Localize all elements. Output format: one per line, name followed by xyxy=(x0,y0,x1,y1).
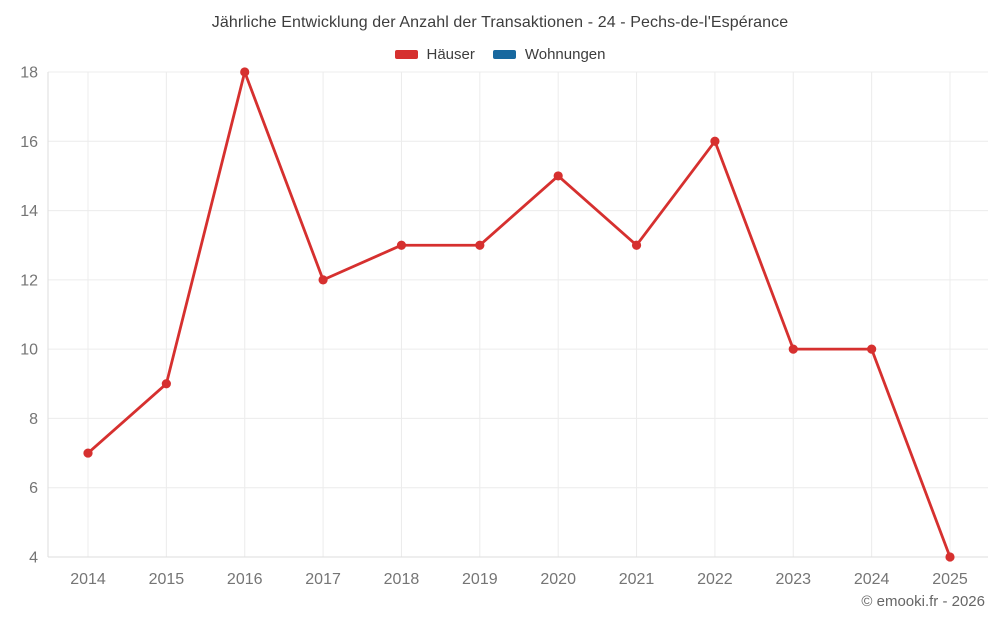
x-tick-label: 2016 xyxy=(227,571,263,588)
data-point-h-user-2025[interactable] xyxy=(945,552,955,562)
data-point-h-user-2015[interactable] xyxy=(161,379,171,389)
x-tick-label: 2018 xyxy=(384,571,420,588)
legend-item-h-user[interactable]: Häuser xyxy=(394,46,475,63)
series-line-h-user xyxy=(86,70,952,559)
data-point-h-user-2016[interactable] xyxy=(240,67,250,77)
footer-credit: © emooki.fr - 2026 xyxy=(861,593,985,610)
y-tick-label: 16 xyxy=(20,134,38,151)
legend-item-wohnungen[interactable]: Wohnungen xyxy=(492,46,606,63)
data-point-h-user-2021[interactable] xyxy=(631,240,642,250)
legend-label: Häuser xyxy=(426,46,475,63)
x-tick-label: 2019 xyxy=(462,571,498,588)
data-point-h-user-2024[interactable] xyxy=(867,344,877,354)
data-point-h-user-2023[interactable] xyxy=(788,344,798,354)
legend-swatch-h-user xyxy=(394,50,418,59)
x-tick-label: 2022 xyxy=(697,571,733,588)
x-tick-label: 2020 xyxy=(540,571,576,588)
y-tick-label: 14 xyxy=(20,203,38,220)
data-point-h-user-2018[interactable] xyxy=(396,240,407,250)
x-tick-label: 2024 xyxy=(854,571,890,588)
legend-swatch-wohnungen xyxy=(492,50,516,59)
data-point-h-user-2014[interactable] xyxy=(83,448,93,458)
data-point-h-user-2022[interactable] xyxy=(710,136,720,146)
chart-title: Jährliche Entwicklung der Anzahl der Tra… xyxy=(211,14,789,31)
x-tick-label: 2023 xyxy=(775,571,811,588)
data-point-h-user-2019[interactable] xyxy=(475,240,485,250)
x-tick-label: 2021 xyxy=(619,571,655,588)
y-tick-label: 4 xyxy=(29,550,38,567)
data-point-h-user-2017[interactable] xyxy=(318,275,328,285)
legend-label: Wohnungen xyxy=(524,46,606,63)
y-tick-label: 10 xyxy=(20,342,38,359)
y-tick-label: 8 xyxy=(29,411,38,428)
y-tick-label: 12 xyxy=(20,272,38,289)
y-tick-label: 18 xyxy=(20,65,38,82)
x-tick-label: 2025 xyxy=(932,571,968,588)
chart-legend: Häuser Wohnungen xyxy=(0,46,1000,63)
x-tick-label: 2017 xyxy=(305,571,341,588)
x-tick-label: 2014 xyxy=(70,571,106,588)
x-tick-label: 2015 xyxy=(149,571,185,588)
data-point-h-user-2020[interactable] xyxy=(553,171,563,181)
y-tick-label: 6 xyxy=(29,480,38,497)
